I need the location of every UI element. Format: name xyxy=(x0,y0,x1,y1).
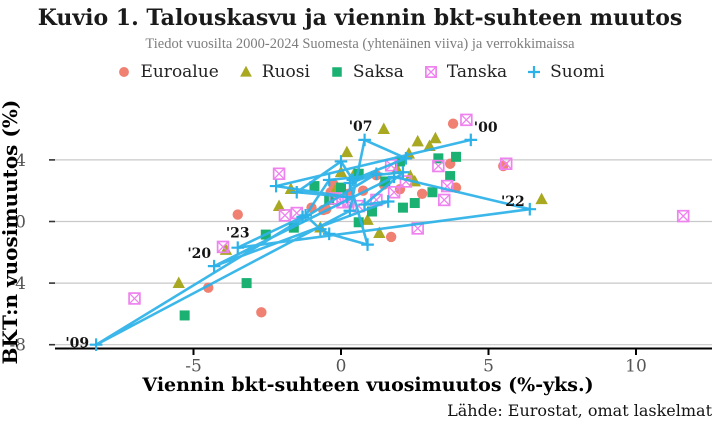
svg-text:-5: -5 xyxy=(185,357,202,377)
svg-text:5: 5 xyxy=(483,357,494,377)
triangle-marker-icon xyxy=(239,65,252,77)
crossed-square-marker-icon xyxy=(424,66,437,78)
svg-text:0: 0 xyxy=(15,213,26,233)
y-axis-label: BKT:n vuosimuutos (%) xyxy=(0,100,22,365)
legend-label: Euroalue xyxy=(140,62,219,82)
legend-item-tanska: Tanska xyxy=(422,62,507,82)
legend-item-suomi: Suomi xyxy=(525,62,605,82)
legend-item-euroalue: Euroalue xyxy=(115,62,219,82)
legend-item-saksa: Saksa xyxy=(328,62,404,82)
chart-title: Kuvio 1. Talouskasvu ja viennin bkt-suht… xyxy=(37,5,683,31)
source-caption: Lähde: Eurostat, omat laskelmat xyxy=(447,401,712,420)
chart-subtitle: Tiedot vuosilta 2000-2024 Suomesta (yhte… xyxy=(145,36,575,52)
legend: Euroalue Ruosi Saksa Tanska Suomi xyxy=(0,62,720,82)
legend-label: Saksa xyxy=(352,62,404,82)
svg-text:0: 0 xyxy=(336,357,347,377)
svg-text:'22: '22 xyxy=(501,194,525,210)
svg-text:-8: -8 xyxy=(9,336,26,356)
series-tanska-points xyxy=(128,113,690,305)
year-annotations: '07 '00 '22 '23 '20 '09 xyxy=(65,119,524,352)
svg-text:'20: '20 xyxy=(187,246,211,262)
svg-text:'23: '23 xyxy=(226,226,250,242)
legend-label: Tanska xyxy=(446,62,508,82)
svg-text:'07: '07 xyxy=(349,119,373,135)
x-axis-label: Viennin bkt-suhteen vuosimuutos (%-yks.) xyxy=(141,374,593,396)
circle-marker-icon xyxy=(119,67,130,77)
legend-label: Suomi xyxy=(550,62,605,82)
legend-item-ruosi: Ruosi xyxy=(237,62,310,82)
svg-text:10: 10 xyxy=(625,357,647,377)
legend-label: Ruosi xyxy=(261,62,310,82)
svg-text:4: 4 xyxy=(15,151,26,171)
plus-marker-icon xyxy=(528,66,541,78)
square-marker-icon xyxy=(332,67,342,77)
svg-text:-4: -4 xyxy=(9,274,26,294)
axes: 4 0 -4 -8 -5 0 5 10 xyxy=(9,151,712,377)
svg-text:'09: '09 xyxy=(65,336,89,352)
svg-text:'00: '00 xyxy=(474,120,498,136)
series-suomi-points xyxy=(89,133,537,351)
series-points xyxy=(89,113,690,351)
